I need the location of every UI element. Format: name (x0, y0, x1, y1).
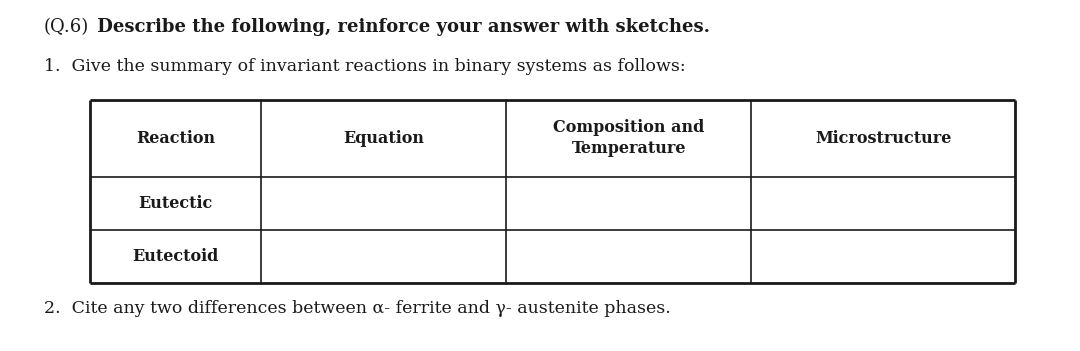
Text: Composition and
Temperature: Composition and Temperature (553, 119, 704, 157)
Text: Equation: Equation (343, 130, 424, 147)
Text: Reaction: Reaction (136, 130, 215, 147)
Text: Microstructure: Microstructure (815, 130, 951, 147)
Text: Eutectoid: Eutectoid (133, 248, 219, 265)
Text: Eutectic: Eutectic (138, 195, 213, 212)
Text: (Q.6): (Q.6) (44, 18, 90, 36)
Text: 2.  Cite any two differences between α- ferrite and γ- austenite phases.: 2. Cite any two differences between α- f… (44, 300, 671, 317)
Text: Describe the following, reinforce your answer with sketches.: Describe the following, reinforce your a… (91, 18, 710, 36)
Text: 1.  Give the summary of invariant reactions in binary systems as follows:: 1. Give the summary of invariant reactio… (44, 58, 686, 75)
